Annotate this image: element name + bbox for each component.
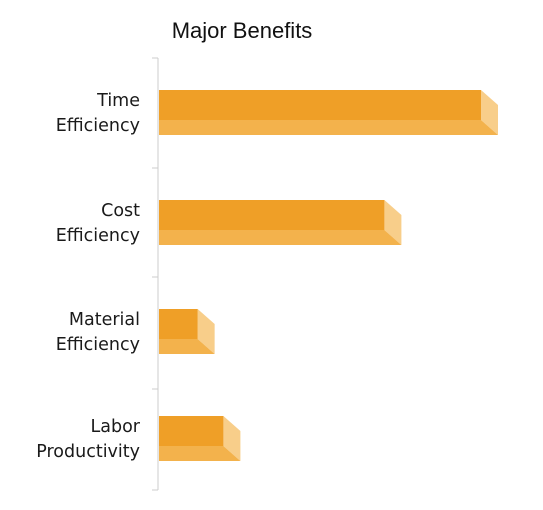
category-label-line: Material (69, 310, 140, 330)
bar-front-face (159, 90, 481, 120)
bar (159, 416, 241, 461)
bars-group (159, 90, 498, 461)
y-axis (152, 57, 159, 491)
bar-bottom-face (159, 230, 402, 245)
bar-bottom-face (159, 120, 498, 135)
category-label-line: Labor (91, 417, 141, 437)
bar-front-face (159, 416, 224, 446)
category-label: Labor Productivity (36, 417, 141, 462)
bar-front-face (159, 200, 385, 230)
bar-bottom-face (159, 339, 215, 354)
bar-front-face (159, 309, 198, 339)
bar (159, 200, 402, 245)
category-label: Material Efficiency (56, 310, 140, 355)
category-label: Time Efficiency (56, 91, 140, 136)
category-labels: Time Efficiency Cost Efficiency Material Effi… (36, 91, 141, 462)
category-label-line: Time (96, 91, 140, 111)
category-label-line: Efficiency (56, 226, 140, 246)
category-label-line: Efficiency (56, 335, 140, 355)
category-label-line: Cost (101, 201, 140, 221)
bar-bottom-face (159, 446, 241, 461)
bar (159, 309, 215, 354)
bar (159, 90, 498, 135)
chart-title: Major Benefits (172, 18, 313, 43)
category-label-line: Productivity (36, 442, 140, 462)
category-label-line: Efficiency (56, 116, 140, 136)
category-label: Cost Efficiency (56, 201, 140, 246)
